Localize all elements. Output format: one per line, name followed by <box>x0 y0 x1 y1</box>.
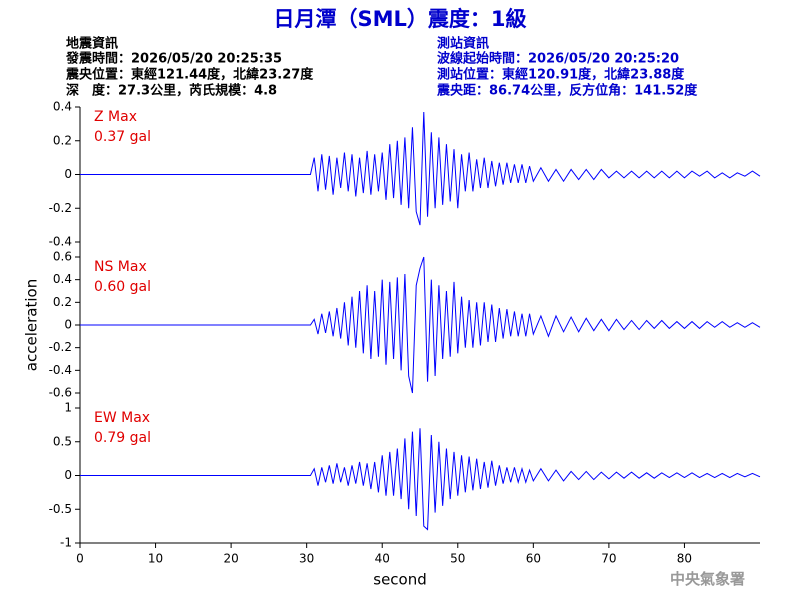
component-label: Z Max <box>94 109 137 125</box>
y-tick-label: -0.4 <box>49 235 72 249</box>
x-tick-label: 30 <box>299 552 314 566</box>
info-left: 地震資訊 <box>66 36 118 52</box>
x-tick-label: 80 <box>677 552 692 566</box>
waveform <box>80 112 761 226</box>
max-label: 0.37 gal <box>94 129 151 145</box>
y-tick-label: -0.5 <box>49 502 72 516</box>
component-label: NS Max <box>94 259 147 275</box>
title: 日月潭（SML）震度：1級 <box>273 7 526 31</box>
y-tick-label: 0.4 <box>53 272 72 286</box>
info-right: 波線起始時間：2026/05/20 20:25:20 <box>437 51 679 67</box>
x-tick-label: 20 <box>223 552 238 566</box>
y-tick-label: 0 <box>64 318 72 332</box>
y-tick-label: 0 <box>64 468 72 482</box>
footer: 中央氣象署 <box>670 570 745 588</box>
y-tick-label: 0.2 <box>53 133 72 147</box>
y-tick-label: -0.2 <box>49 340 72 354</box>
x-tick-label: 10 <box>148 552 163 566</box>
max-label: 0.60 gal <box>94 279 151 295</box>
info-left: 震央位置：東經121.44度，北緯23.27度 <box>65 67 314 83</box>
x-tick-label: 50 <box>450 552 465 566</box>
y-axis-label: acceleration <box>23 279 41 371</box>
y-tick-label: 1 <box>64 401 72 415</box>
waveform <box>80 428 761 531</box>
y-tick-label: -0.2 <box>49 201 72 215</box>
y-tick-label: -1 <box>60 536 72 550</box>
x-tick-label: 40 <box>375 552 390 566</box>
y-tick-label: 0.2 <box>53 295 72 309</box>
y-tick-label: 0.6 <box>53 250 72 264</box>
y-tick-label: -0.6 <box>49 386 72 400</box>
y-tick-label: 0.5 <box>53 434 72 448</box>
x-tick-label: 60 <box>526 552 541 566</box>
y-tick-label: -0.4 <box>49 363 72 377</box>
info-right: 測站資訊 <box>437 36 489 52</box>
info-right: 測站位置：東經120.91度，北緯23.88度 <box>437 67 685 83</box>
x-axis-label: second <box>373 571 427 589</box>
info-right: 震央距：86.74公里，反方位角：141.52度 <box>436 83 698 99</box>
y-tick-label: 0 <box>64 167 72 181</box>
info-left: 發震時間：2026/05/20 20:25:35 <box>65 51 282 67</box>
waveform <box>80 256 761 394</box>
component-label: EW Max <box>94 410 150 426</box>
y-tick-label: 0.4 <box>53 100 72 114</box>
x-tick-label: 0 <box>76 552 84 566</box>
x-tick-label: 70 <box>601 552 616 566</box>
max-label: 0.79 gal <box>94 430 151 446</box>
info-left: 深 度：27.3公里，芮氏規模：4.8 <box>66 83 277 99</box>
